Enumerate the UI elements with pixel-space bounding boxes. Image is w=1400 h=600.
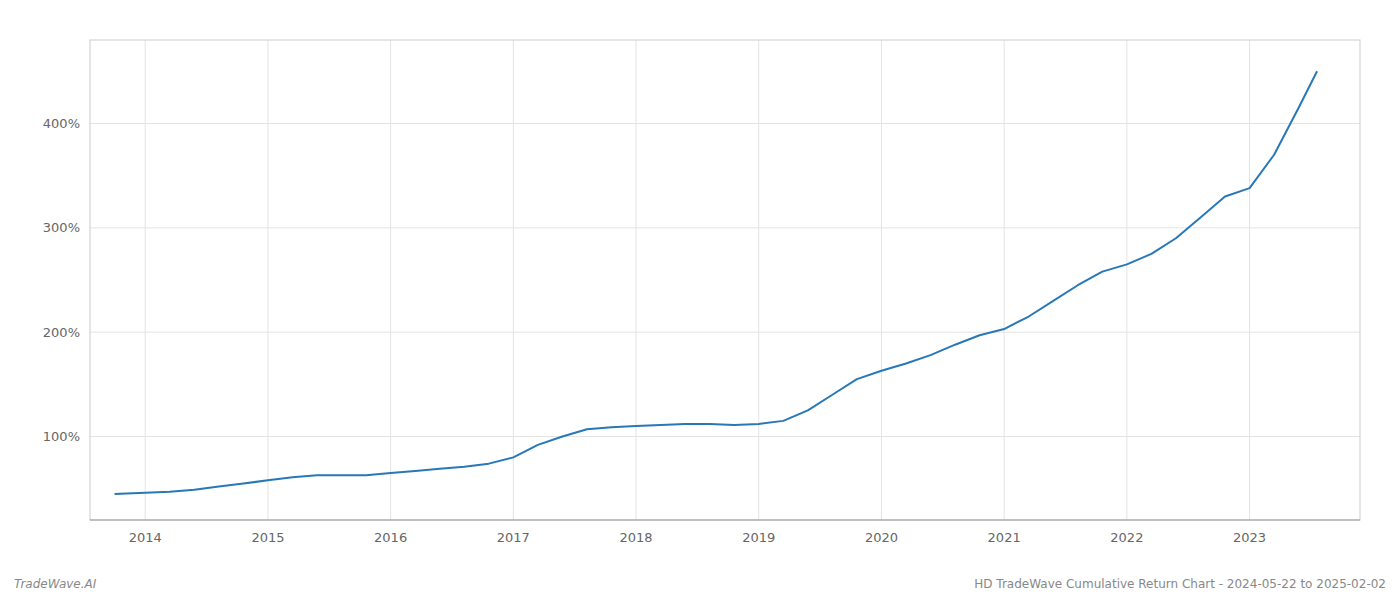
x-tick-label: 2020 (865, 530, 898, 545)
line (115, 71, 1318, 494)
x-tick-label: 2019 (742, 530, 775, 545)
grid (90, 40, 1360, 520)
y-grid-line (90, 227, 1360, 228)
plot-frame (90, 40, 1360, 520)
x-grid-line (145, 40, 146, 520)
x-tick-label: 2016 (374, 530, 407, 545)
axes: 2014 2015 2016 2017 2018 2019 2020 2021 2022 2023… (43, 40, 1360, 545)
x-grid-line (1126, 40, 1127, 520)
title: HD TradeWave Cumulative Return Chart - 2… (974, 577, 1386, 591)
x-tick-label: 2022 (1110, 530, 1143, 545)
y-tick-label: 400% (43, 116, 80, 131)
x-grid-line (513, 40, 514, 520)
series (115, 71, 1318, 494)
x-tick-label: 2021 (988, 530, 1021, 545)
y-tick-label: 200% (43, 325, 80, 340)
y-grid-line (90, 436, 1360, 437)
x-grid-line (267, 40, 268, 520)
x-tick-label: 2023 (1233, 530, 1266, 545)
x-grid-line (881, 40, 882, 520)
x-tick-label: 2015 (251, 530, 284, 545)
y-grid-line (90, 123, 1360, 124)
y-tick-label: 300% (43, 220, 80, 235)
y-tick-label: 100% (43, 429, 80, 444)
x-tick-label: 2018 (619, 530, 652, 545)
y-grid-line (90, 332, 1360, 333)
x-grid-line (1249, 40, 1250, 520)
x-tick-label: 2017 (497, 530, 530, 545)
x-grid-line (1004, 40, 1005, 520)
x-axis-line (90, 520, 1360, 521)
watermark: TradeWave.AI (14, 577, 97, 591)
x-tick-label: 2014 (129, 530, 162, 545)
x-grid-line (390, 40, 391, 520)
chart: 2014 2015 2016 2017 2018 2019 2020 2021 2022 2023… (0, 0, 1400, 600)
x-grid-line (758, 40, 759, 520)
x-grid-line (636, 40, 637, 520)
